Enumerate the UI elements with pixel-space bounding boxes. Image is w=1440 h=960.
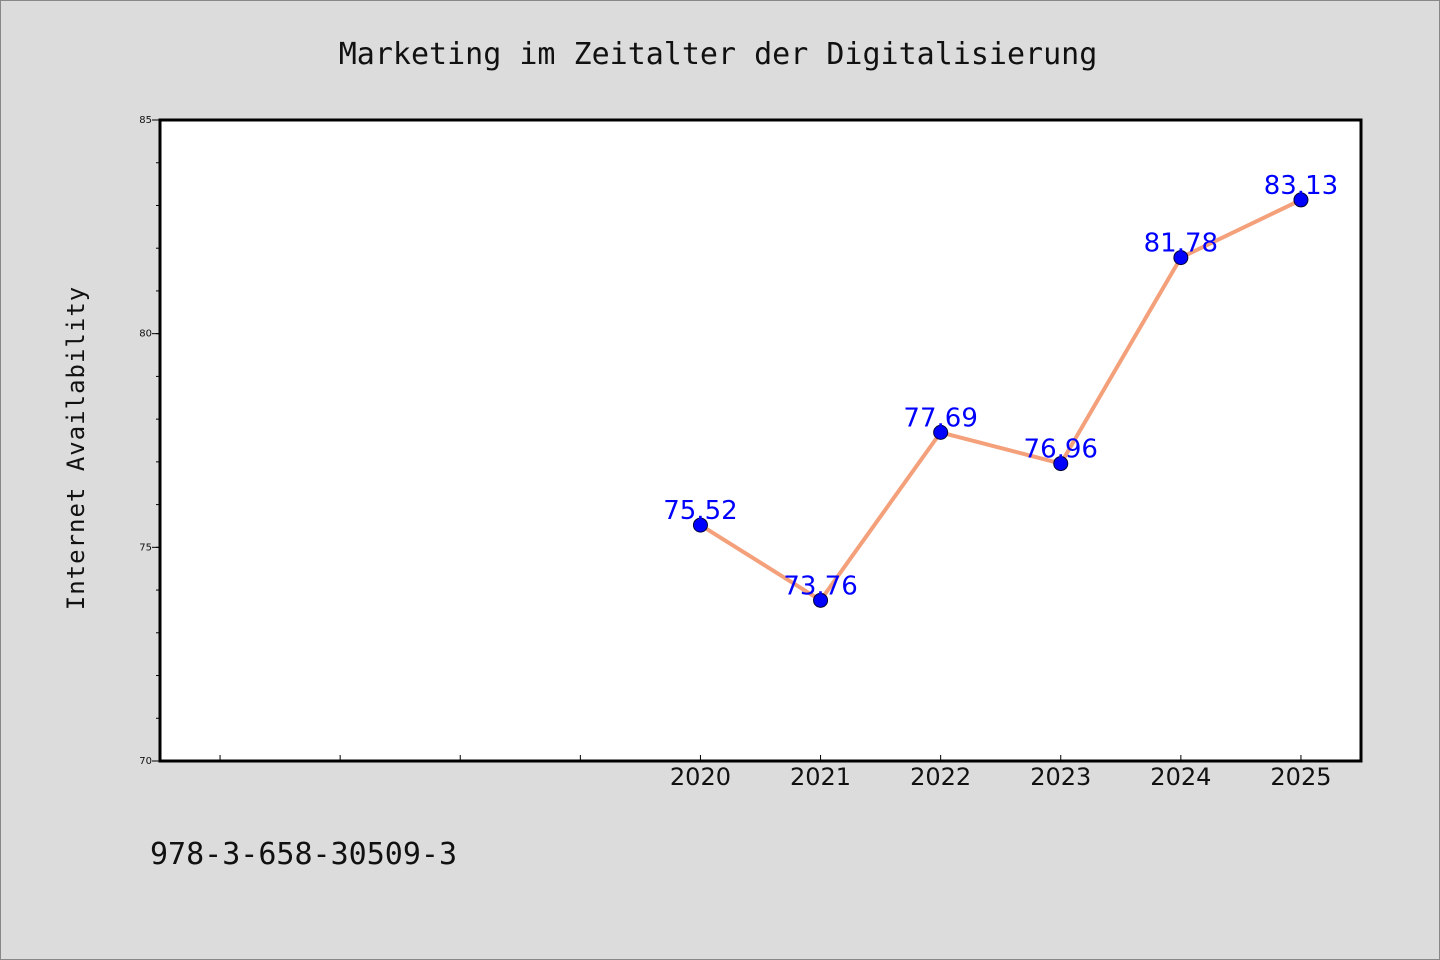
y-axis-label: Internet Availability <box>62 286 90 610</box>
x-tick-label: 2024 <box>1150 763 1211 791</box>
x-tick-label: 2021 <box>790 763 851 791</box>
data-label: 76.96 <box>1024 435 1098 465</box>
data-label: 83.13 <box>1264 171 1338 201</box>
data-point <box>933 424 949 440</box>
x-tick-labels: 2020 2021 2022 2023 2024 2025 <box>670 763 1332 791</box>
x-tick-label: 2025 <box>1270 763 1331 791</box>
series-line <box>699 198 1302 603</box>
data-markers <box>692 192 1309 608</box>
data-point <box>1173 250 1189 266</box>
data-point <box>1053 456 1069 472</box>
x-tick-label: 2023 <box>1030 763 1091 791</box>
isbn-footer: 978-3-658-30509-3 <box>150 837 457 872</box>
data-label: 73.76 <box>783 571 857 601</box>
data-labels: 75.52 73.76 77.69 76.96 81.78 83.13 <box>663 171 1338 601</box>
y-tick-label: 80 <box>139 329 152 340</box>
data-label: 81.78 <box>1144 229 1218 259</box>
x-tick-label: 2022 <box>910 763 971 791</box>
chart-title: Marketing im Zeitalter der Digitalisieru… <box>339 37 1098 72</box>
data-point <box>813 592 829 608</box>
y-tick-labels: 70 75 80 85 <box>139 115 160 767</box>
data-point <box>1293 192 1309 208</box>
y-tick-label: 70 <box>139 756 152 767</box>
x-tick-label: 2020 <box>670 763 731 791</box>
data-point <box>692 517 708 533</box>
y-tick-label: 85 <box>139 115 152 126</box>
plot-area <box>160 120 1361 761</box>
plot-border <box>158 118 1363 763</box>
data-label: 75.52 <box>663 496 737 526</box>
y-tick-label: 75 <box>139 542 152 553</box>
data-label: 77.69 <box>903 403 977 433</box>
